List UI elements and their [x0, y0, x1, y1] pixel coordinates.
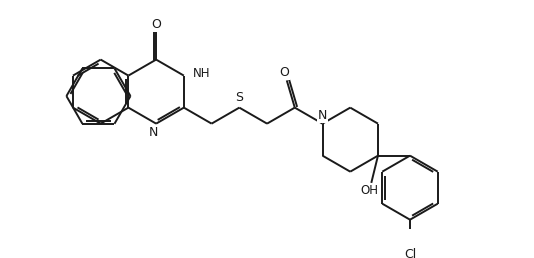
Text: O: O: [280, 66, 289, 79]
Text: O: O: [151, 18, 161, 31]
Text: Cl: Cl: [404, 248, 416, 258]
Text: N: N: [318, 109, 327, 122]
Text: OH: OH: [360, 184, 378, 197]
Text: N: N: [149, 126, 159, 139]
Text: NH: NH: [193, 67, 210, 80]
Text: S: S: [235, 91, 244, 104]
